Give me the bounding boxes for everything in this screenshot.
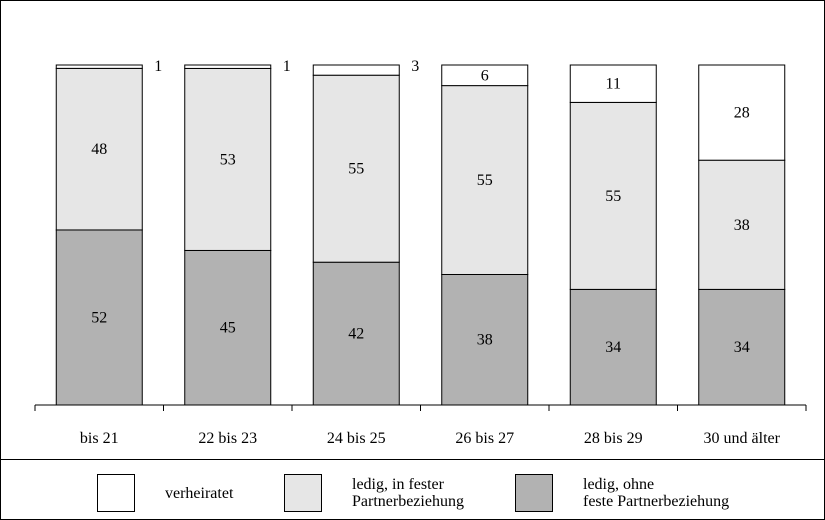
bar-segment-ungebunden-bis-21	[55, 229, 143, 406]
legend-swatch-single-partnered	[284, 474, 322, 512]
data-label-verheiratet-30-und-älter: 28	[734, 105, 750, 122]
data-label-fest-30-und-älter: 38	[734, 217, 750, 234]
bar-segment-verheiratet-22-bis-23	[184, 64, 272, 69]
legend-label-married: verheiratet	[165, 485, 234, 502]
data-label-verheiratet-26-bis-27: 6	[481, 67, 489, 84]
legend-label-single-unpartnered: ledig, ohne feste Partnerbeziehung	[583, 476, 730, 510]
data-label-ungebunden-30-und-älter: 34	[734, 339, 750, 356]
bar-segment-fest-28-bis-29	[569, 101, 657, 290]
data-label-fest-26-bis-27: 55	[477, 172, 493, 189]
data-label-verheiratet-28-bis-29: 11	[606, 76, 621, 93]
x-tick-label-30-und-älter: 30 und älter	[704, 430, 781, 447]
x-tick-label-24-bis-25: 24 bis 25	[327, 430, 386, 447]
data-label-ungebunden-22-bis-23: 45	[220, 320, 236, 337]
data-label-verheiratet-24-bis-25: 3	[411, 58, 419, 75]
data-label-ungebunden-26-bis-27: 38	[477, 332, 493, 349]
bar-segment-verheiratet-28-bis-29	[569, 64, 657, 103]
x-tick-label-22-bis-23: 22 bis 23	[198, 430, 257, 447]
x-tick-label-bis-21: bis 21	[80, 430, 119, 447]
data-label-fest-bis-21: 48	[91, 141, 107, 158]
legend-label-single-partnered: ledig, in fester Partnerbeziehung	[352, 476, 464, 510]
bar-segment-verheiratet-24-bis-25	[312, 64, 400, 76]
bar-segment-ungebunden-26-bis-27	[441, 273, 529, 406]
bar-segment-verheiratet-30-und-älter	[698, 64, 786, 161]
bar-segment-fest-26-bis-27	[441, 85, 529, 275]
bar-segment-fest-24-bis-25	[312, 74, 400, 263]
chart-svg: 52 48 1 bis 21 45 53 1 22 bis 23 42 55 3 24 bis 25 3…	[34, 58, 807, 447]
legend: verheiratet ledig, in fester Partnerbezi…	[0, 460, 825, 520]
legend-swatch-single-unpartnered	[515, 474, 553, 512]
data-label-fest-22-bis-23: 53	[220, 151, 236, 168]
data-label-ungebunden-28-bis-29: 34	[605, 339, 621, 356]
data-label-verheiratet-22-bis-23: 1	[283, 58, 291, 75]
bar-segment-verheiratet-26-bis-27	[441, 64, 529, 87]
x-tick-label-28-bis-29: 28 bis 29	[584, 430, 643, 447]
data-label-fest-28-bis-29: 55	[605, 188, 621, 205]
x-tick-label-26-bis-27: 26 bis 27	[455, 430, 514, 447]
bar-segment-ungebunden-28-bis-29	[569, 288, 657, 406]
data-label-ungebunden-bis-21: 52	[91, 309, 107, 326]
data-label-verheiratet-bis-21: 1	[154, 58, 162, 75]
stacked-bar-chart: 52 48 1 bis 21 45 53 1 22 bis 23 42 55 3 24 bis 25 3…	[34, 58, 807, 447]
data-label-ungebunden-24-bis-25: 42	[348, 326, 364, 343]
data-label-fest-24-bis-25: 55	[348, 161, 364, 178]
bar-segment-ungebunden-30-und-älter	[698, 288, 786, 406]
bar-segment-verheiratet-bis-21	[55, 64, 143, 69]
legend-swatch-married	[97, 474, 135, 512]
legend-divider	[0, 459, 825, 460]
